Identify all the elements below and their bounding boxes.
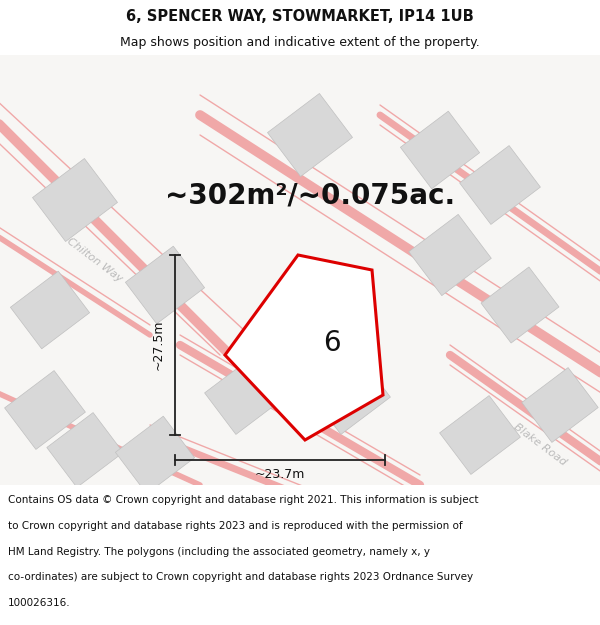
Polygon shape: [268, 94, 353, 176]
Polygon shape: [440, 396, 520, 474]
Polygon shape: [10, 271, 89, 349]
Polygon shape: [481, 267, 559, 343]
Polygon shape: [400, 111, 479, 189]
Polygon shape: [460, 146, 541, 224]
Polygon shape: [5, 371, 85, 449]
Polygon shape: [409, 214, 491, 296]
Text: ~27.5m: ~27.5m: [152, 320, 165, 370]
Text: to Crown copyright and database rights 2023 and is reproduced with the permissio: to Crown copyright and database rights 2…: [8, 521, 463, 531]
Polygon shape: [310, 356, 391, 434]
Polygon shape: [125, 246, 205, 324]
Polygon shape: [47, 412, 123, 488]
Text: ~302m²/~0.075ac.: ~302m²/~0.075ac.: [165, 181, 455, 209]
Text: 6, SPENCER WAY, STOWMARKET, IP14 1UB: 6, SPENCER WAY, STOWMARKET, IP14 1UB: [126, 9, 474, 24]
Text: Contains OS data © Crown copyright and database right 2021. This information is : Contains OS data © Crown copyright and d…: [8, 495, 478, 505]
Polygon shape: [205, 356, 286, 434]
Polygon shape: [115, 416, 194, 494]
Text: Blake Road: Blake Road: [512, 422, 568, 468]
Text: Chilton Way: Chilton Way: [65, 236, 125, 284]
Text: Map shows position and indicative extent of the property.: Map shows position and indicative extent…: [120, 36, 480, 49]
Polygon shape: [32, 159, 118, 241]
Polygon shape: [0, 55, 600, 485]
Text: HM Land Registry. The polygons (including the associated geometry, namely x, y: HM Land Registry. The polygons (includin…: [8, 547, 430, 557]
Text: 6: 6: [323, 329, 340, 357]
Text: ~23.7m: ~23.7m: [255, 468, 305, 481]
Polygon shape: [225, 255, 383, 440]
Text: 100026316.: 100026316.: [8, 598, 70, 608]
Polygon shape: [522, 368, 598, 442]
Text: co-ordinates) are subject to Crown copyright and database rights 2023 Ordnance S: co-ordinates) are subject to Crown copyr…: [8, 572, 473, 582]
